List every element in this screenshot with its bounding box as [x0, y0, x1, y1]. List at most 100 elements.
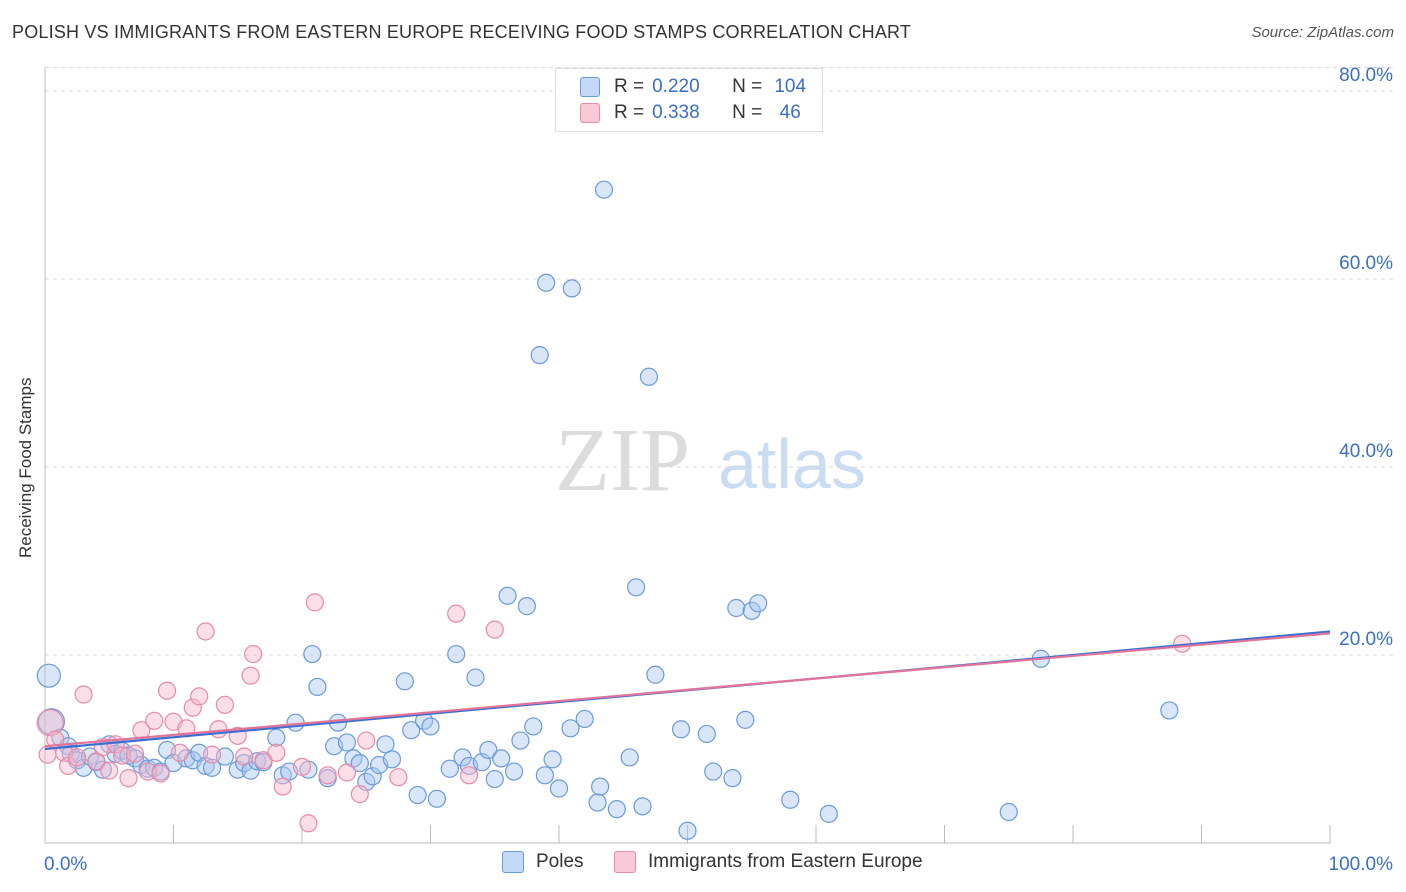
poles-point [37, 708, 66, 736]
poles-point [395, 672, 414, 691]
poles-point [382, 750, 402, 769]
poles-point [588, 793, 607, 812]
watermark: ZIP atlas [555, 411, 866, 510]
grid [45, 67, 1393, 656]
chart-title: POLISH VS IMMIGRANTS FROM EASTERN EUROPE… [12, 22, 912, 42]
poles-point [633, 797, 652, 816]
n-value: 104 [774, 76, 807, 97]
immigrants-point [318, 766, 337, 785]
r-value: 0.220 [652, 76, 700, 97]
x-tick-label: 100.0% [1329, 854, 1394, 875]
poles-swatch [502, 851, 524, 873]
poles-point [562, 279, 581, 298]
stats-row-immigrants: R = 0.338 N = 46 [580, 100, 810, 126]
immigrants-point [202, 745, 222, 764]
poles-point [408, 785, 427, 805]
immigrants-point [157, 681, 177, 700]
immigrants-trend-line [44, 632, 1331, 748]
poles-point [819, 804, 838, 823]
immigrants-point [350, 785, 369, 804]
poles-point [742, 601, 761, 620]
poles-point [561, 719, 580, 738]
immigrants-point [215, 695, 234, 714]
poles-point [196, 756, 215, 776]
legend-label-immigrants: Immigrants from Eastern Europe [648, 851, 923, 872]
immigrants-point [183, 698, 202, 717]
immigrants-point [273, 777, 292, 796]
immigrants-point [459, 766, 479, 785]
poles-point [517, 597, 536, 616]
n-label: N = [732, 76, 763, 97]
poles-point [999, 802, 1018, 822]
immigrants-point [485, 620, 504, 639]
immigrants-point [389, 768, 408, 787]
poles-point [402, 721, 421, 740]
poles-point [492, 749, 511, 768]
poles-point [781, 790, 800, 809]
stats-row-poles: R = 0.220 N = 104 [580, 74, 810, 100]
poles-point [575, 709, 594, 729]
poles-point [363, 767, 382, 786]
trend-lines [44, 630, 1331, 751]
immigrants-point [299, 814, 318, 833]
poles-point [202, 758, 222, 777]
r-label: R = [614, 102, 645, 123]
poles-point [447, 644, 466, 664]
immigrants-point [145, 711, 164, 730]
poles-point [727, 598, 746, 618]
poles-point [594, 180, 614, 199]
poles-point [697, 724, 716, 744]
immigrants-point [235, 747, 254, 766]
immigrants-point [292, 757, 312, 776]
poles-point [376, 735, 395, 754]
immigrants-point [267, 743, 286, 762]
immigrants-point [190, 687, 209, 706]
legend-item-poles[interactable]: Poles [502, 851, 584, 873]
watermark-zip: ZIP [555, 411, 690, 510]
immigrants-point [447, 604, 466, 623]
immigrants-point [119, 769, 138, 788]
poles-point [736, 710, 755, 729]
poles-point [543, 750, 562, 769]
poles-point [267, 728, 286, 747]
poles-point [646, 665, 665, 684]
poles-point [421, 717, 440, 736]
poles-point [350, 753, 369, 773]
immigrants-point [36, 709, 64, 737]
poles-points [36, 180, 1179, 840]
y-tick-label: 20.0% [1339, 629, 1393, 650]
immigrants-point [241, 666, 260, 685]
poles-point [308, 677, 327, 697]
watermark-atlas: atlas [718, 425, 866, 503]
y-tick-label: 60.0% [1339, 253, 1393, 274]
legend-item-immigrants[interactable]: Immigrants from Eastern Europe [614, 851, 923, 873]
immigrants-point [244, 644, 263, 664]
poles-point [591, 777, 610, 796]
immigrants-point [337, 763, 357, 782]
poles-point [723, 769, 742, 788]
immigrants-points [36, 593, 1192, 833]
poles-point [524, 717, 543, 736]
immigrants-swatch [614, 851, 636, 873]
poles-point [511, 731, 530, 750]
x-tick-label: 0.0% [44, 854, 87, 875]
y-tick-label: 80.0% [1339, 65, 1393, 86]
poles-point [337, 733, 357, 752]
immigrants-point [100, 761, 119, 780]
immigrants-point [196, 622, 215, 641]
poles-point [1160, 701, 1179, 720]
n-value: 46 [779, 102, 801, 123]
poles-point [504, 762, 524, 781]
poles-point [620, 748, 639, 767]
immigrants-point [151, 764, 170, 783]
poles-point [498, 586, 517, 605]
poles-point [530, 346, 549, 365]
stats-legend: R = 0.220 N = 104 R = 0.338 N = 46 [555, 68, 823, 132]
poles-point [36, 663, 61, 688]
immigrants-point [125, 744, 145, 763]
immigrants-point [68, 748, 87, 767]
legend-label-poles: Poles [536, 851, 584, 872]
poles-point [535, 766, 554, 785]
poles-point [607, 800, 626, 819]
immigrants-point [209, 720, 228, 739]
